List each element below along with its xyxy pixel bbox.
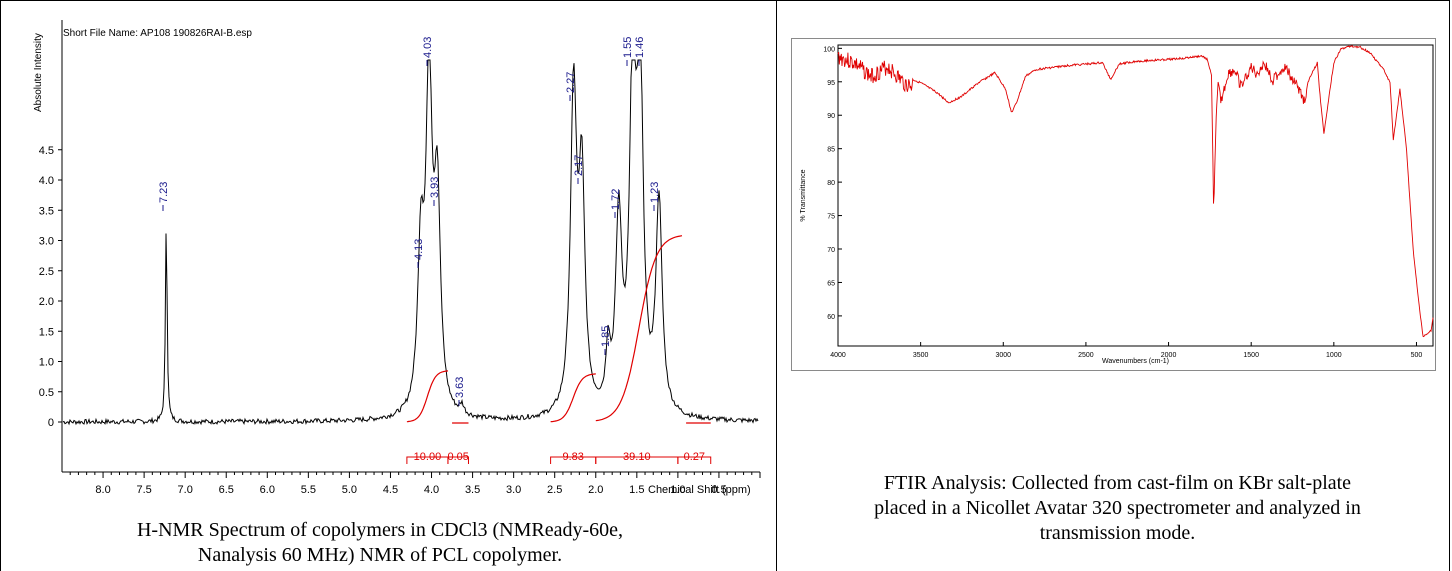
nmr-peak-label: 1.23 [649,182,661,203]
nmr-y-tick-label: 4.5 [39,145,54,157]
nmr-peak-label: 4.03 [422,37,434,58]
ftir-y-tick-label: 85 [827,147,835,154]
ftir-caption-line1: FTIR Analysis: Collected from cast-film … [883,472,1352,494]
nmr-x-tick-label: 6.5 [219,484,234,496]
ftir-plot-area [837,44,1434,347]
nmr-y-tick-label: 0 [48,417,54,429]
ftir-caption: FTIR Analysis: Collected from cast-film … [785,471,1450,546]
ftir-x-tick-label: 1000 [1326,352,1342,359]
nmr-file-label: Short File Name: AP108 190826RAI-B.esp [63,28,252,39]
nmr-x-tick-label: 1.0 [670,484,685,496]
nmr-spectrum-trace [62,59,759,426]
ftir-caption-line3: transmission mode. [1039,522,1196,544]
nmr-x-tick-label: 7.0 [178,484,193,496]
nmr-integral-bracket [677,456,712,464]
nmr-x-tick-label: 1.5 [629,484,644,496]
nmr-peak-label: 1.46 [634,37,646,58]
nmr-y-tick-label: 4.0 [39,175,54,187]
nmr-integral-bracket [447,456,469,464]
nmr-x-tick-label: 5.0 [342,484,357,496]
nmr-peak-label: 7.23 [158,182,170,203]
nmr-peak-label: 1.85 [600,326,612,347]
nmr-peak-label: 3.63 [454,377,466,398]
nmr-peak-label: 4.13 [413,239,425,260]
nmr-caption-line1: H-NMR Spectrum of copolymers in CDCl3 (N… [136,519,624,541]
nmr-y-axis-label: Absolute Intensity [33,33,44,112]
ftir-y-tick-label: 95 [827,80,835,87]
nmr-integral-curve [406,370,449,423]
ftir-y-tick-label: 90 [827,113,835,120]
nmr-x-tick-label: 2.5 [547,484,562,496]
panel-divider [776,0,777,571]
nmr-peak-label: 2.17 [573,155,585,176]
nmr-x-tick-label: 8.0 [95,484,110,496]
nmr-chart: Short File Name: AP108 190826RAI-B.esp Ab… [33,20,761,496]
ftir-spectrum-trace [837,45,1434,338]
ftir-x-tick-label: 2000 [1161,352,1177,359]
ftir-caption-line2: placed in a Nicollet Avatar 320 spectrom… [874,497,1361,519]
nmr-y-tick-label: 0.5 [39,387,54,399]
ftir-x-tick-label: 3500 [913,352,929,359]
ftir-y-tick-label: 75 [827,214,835,221]
nmr-integral-value: 0.05 [448,451,469,463]
ftir-chart-frame: 60 65 70 75 80 85 90 95 100 4000 3500 3000 2500 2000 1… [791,38,1436,371]
nmr-integral-curve [550,373,596,423]
nmr-y-tick-label: 2.5 [39,266,54,278]
ftir-y-tick-label: 80 [827,180,835,187]
ftir-x-tick-label: 2500 [1078,352,1094,359]
ftir-y-tick-label: 65 [827,280,835,287]
nmr-peak-label: 1.72 [610,189,622,210]
ftir-x-tick-label: 500 [1411,352,1423,359]
ftir-y-tick-label: 70 [827,247,835,254]
nmr-x-tick-label: 0.5 [711,484,726,496]
nmr-peak-label: 2.27 [565,72,577,93]
nmr-caption: H-NMR Spectrum of copolymers in CDCl3 (N… [20,518,740,568]
ftir-y-tick-label: 60 [827,314,835,321]
nmr-y-tick-label: 3.0 [39,236,54,248]
ftir-chart: 60 65 70 75 80 85 90 95 100 4000 3500 3000 2500 2000 1… [800,44,1434,365]
nmr-y-tick-label: 3.5 [39,205,54,217]
nmr-x-tick-label: 4.0 [424,484,439,496]
nmr-integral-value: 9.83 [562,451,583,463]
nmr-y-tick-label: 1.5 [39,326,54,338]
nmr-y-tick-label: 2.0 [39,296,54,308]
nmr-integral-curve [595,235,683,422]
ftir-x-tick-label: 1500 [1243,352,1259,359]
ftir-y-tick-label: 100 [823,46,835,53]
nmr-x-tick-label: 3.0 [506,484,521,496]
ftir-x-tick-label: 3000 [995,352,1011,359]
nmr-integral-value: 39.10 [623,451,651,463]
nmr-x-tick-label: 3.5 [465,484,480,496]
nmr-x-axis-label: Chemical Shift (ppm) [648,484,751,496]
nmr-integral-value: 10.00 [414,451,442,463]
nmr-x-tick-label: 5.5 [301,484,316,496]
nmr-x-tick-label: 4.5 [383,484,398,496]
nmr-y-tick-label: 1.0 [39,357,54,369]
nmr-x-tick-label: 7.5 [136,484,151,496]
nmr-integral-value: 0.27 [684,451,705,463]
nmr-x-tick-label: 6.0 [260,484,275,496]
ftir-y-axis-label: % Transmittance [800,169,807,221]
ftir-x-tick-label: 4000 [830,352,846,359]
nmr-peak-label: 3.93 [429,177,441,198]
nmr-caption-line2: Nanalysis 60 MHz) NMR of PCL copolymer. [197,544,563,566]
nmr-peak-label: 1.55 [622,37,634,58]
nmr-x-tick-label: 2.0 [588,484,603,496]
ftir-x-axis-label: Wavenumbers (cm-1) [1102,358,1169,365]
